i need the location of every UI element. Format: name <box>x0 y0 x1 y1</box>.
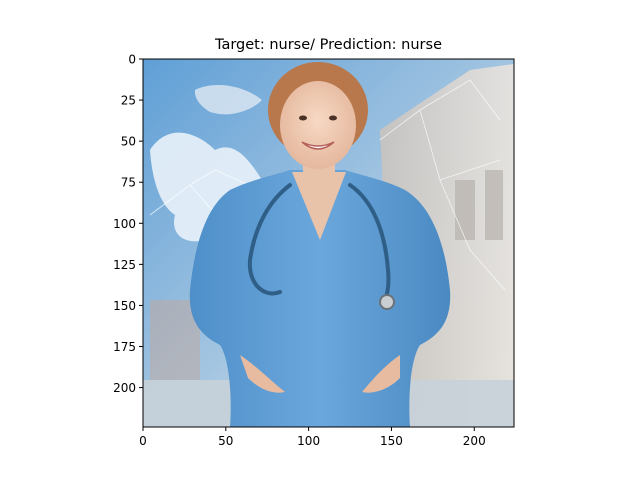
x-tick-label: 150 <box>380 434 403 448</box>
x-tick-label: 50 <box>218 434 233 448</box>
nurse-eye <box>329 115 337 121</box>
scrub-neckline <box>292 172 346 240</box>
x-axis: 0 50 100 150 200 <box>139 427 486 448</box>
y-tick-label: 25 <box>121 94 136 108</box>
world-map <box>194 85 262 115</box>
axes-frame <box>142 58 515 428</box>
nurse-smile <box>301 141 335 150</box>
stethoscope-chestpiece <box>379 294 395 310</box>
x-tick-label: 200 <box>463 434 486 448</box>
y-tick-label: 50 <box>121 135 136 149</box>
y-tick-label: 125 <box>113 258 136 272</box>
y-tick-label: 200 <box>113 381 136 395</box>
y-axis: 0 25 50 75 100 125 150 175 200 <box>113 53 143 395</box>
y-tick-label: 75 <box>121 176 136 190</box>
image-panel <box>143 59 514 427</box>
building-window <box>485 170 503 240</box>
y-tick-label: 100 <box>113 217 136 231</box>
background-building <box>150 300 200 380</box>
building-window <box>455 180 475 240</box>
nurse-right-hand <box>362 355 400 393</box>
x-tick-label: 0 <box>139 434 147 448</box>
nurse-left-hand <box>240 355 285 393</box>
nurse-eye <box>299 115 307 121</box>
nurse-face <box>280 81 356 169</box>
y-tick-label: 150 <box>113 299 136 313</box>
chart-title: Target: nurse/ Prediction: nurse <box>214 37 442 53</box>
y-tick-label: 175 <box>113 340 136 354</box>
y-tick-label: 0 <box>128 53 136 67</box>
x-tick-label: 100 <box>297 434 320 448</box>
